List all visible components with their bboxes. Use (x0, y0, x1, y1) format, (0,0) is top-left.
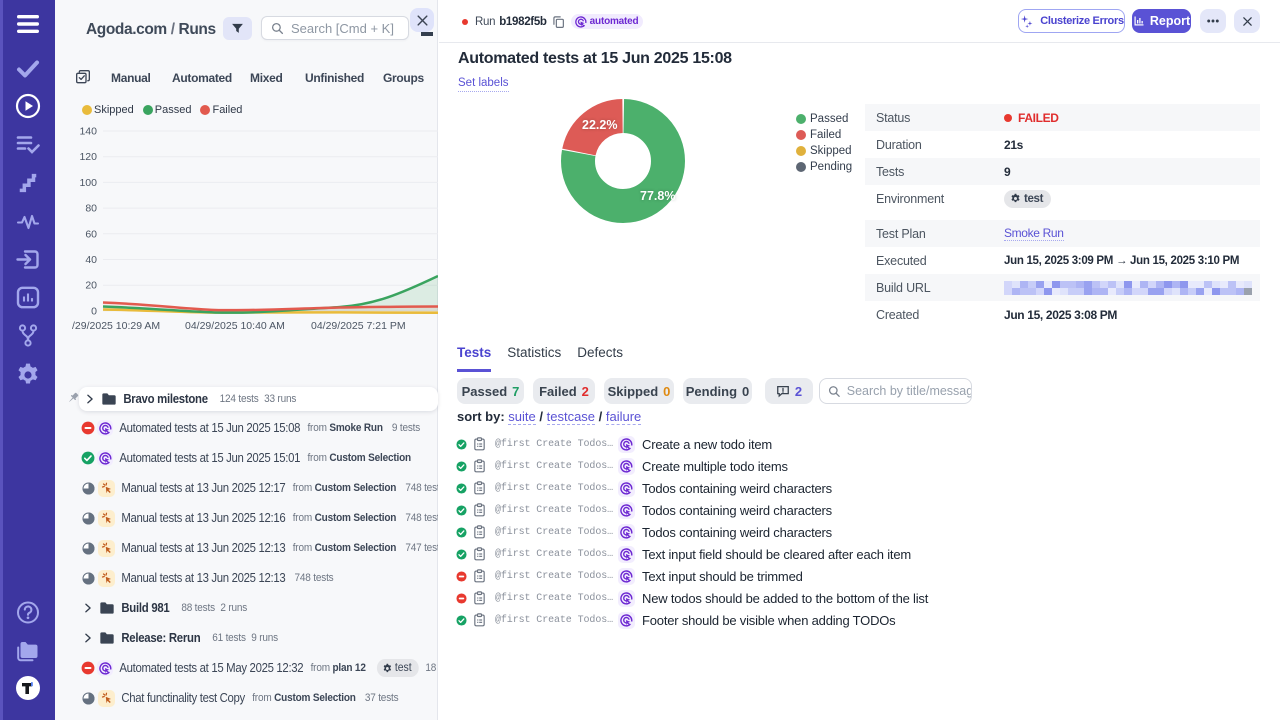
svg-text:0: 0 (91, 305, 97, 317)
svg-text:140: 140 (79, 126, 97, 138)
svg-text:120: 120 (79, 151, 97, 163)
svg-text:40: 40 (85, 254, 97, 266)
svg-text:100: 100 (79, 177, 97, 189)
svg-text:04/29/2025 10:40 AM: 04/29/2025 10:40 AM (185, 320, 285, 332)
svg-text:80: 80 (85, 203, 97, 215)
svg-text:60: 60 (85, 228, 97, 240)
svg-text:04/29/2025 7:21 PM: 04/29/2025 7:21 PM (311, 320, 406, 332)
svg-text:/29/2025 10:29 AM: /29/2025 10:29 AM (72, 320, 160, 332)
svg-text:20: 20 (85, 280, 97, 292)
